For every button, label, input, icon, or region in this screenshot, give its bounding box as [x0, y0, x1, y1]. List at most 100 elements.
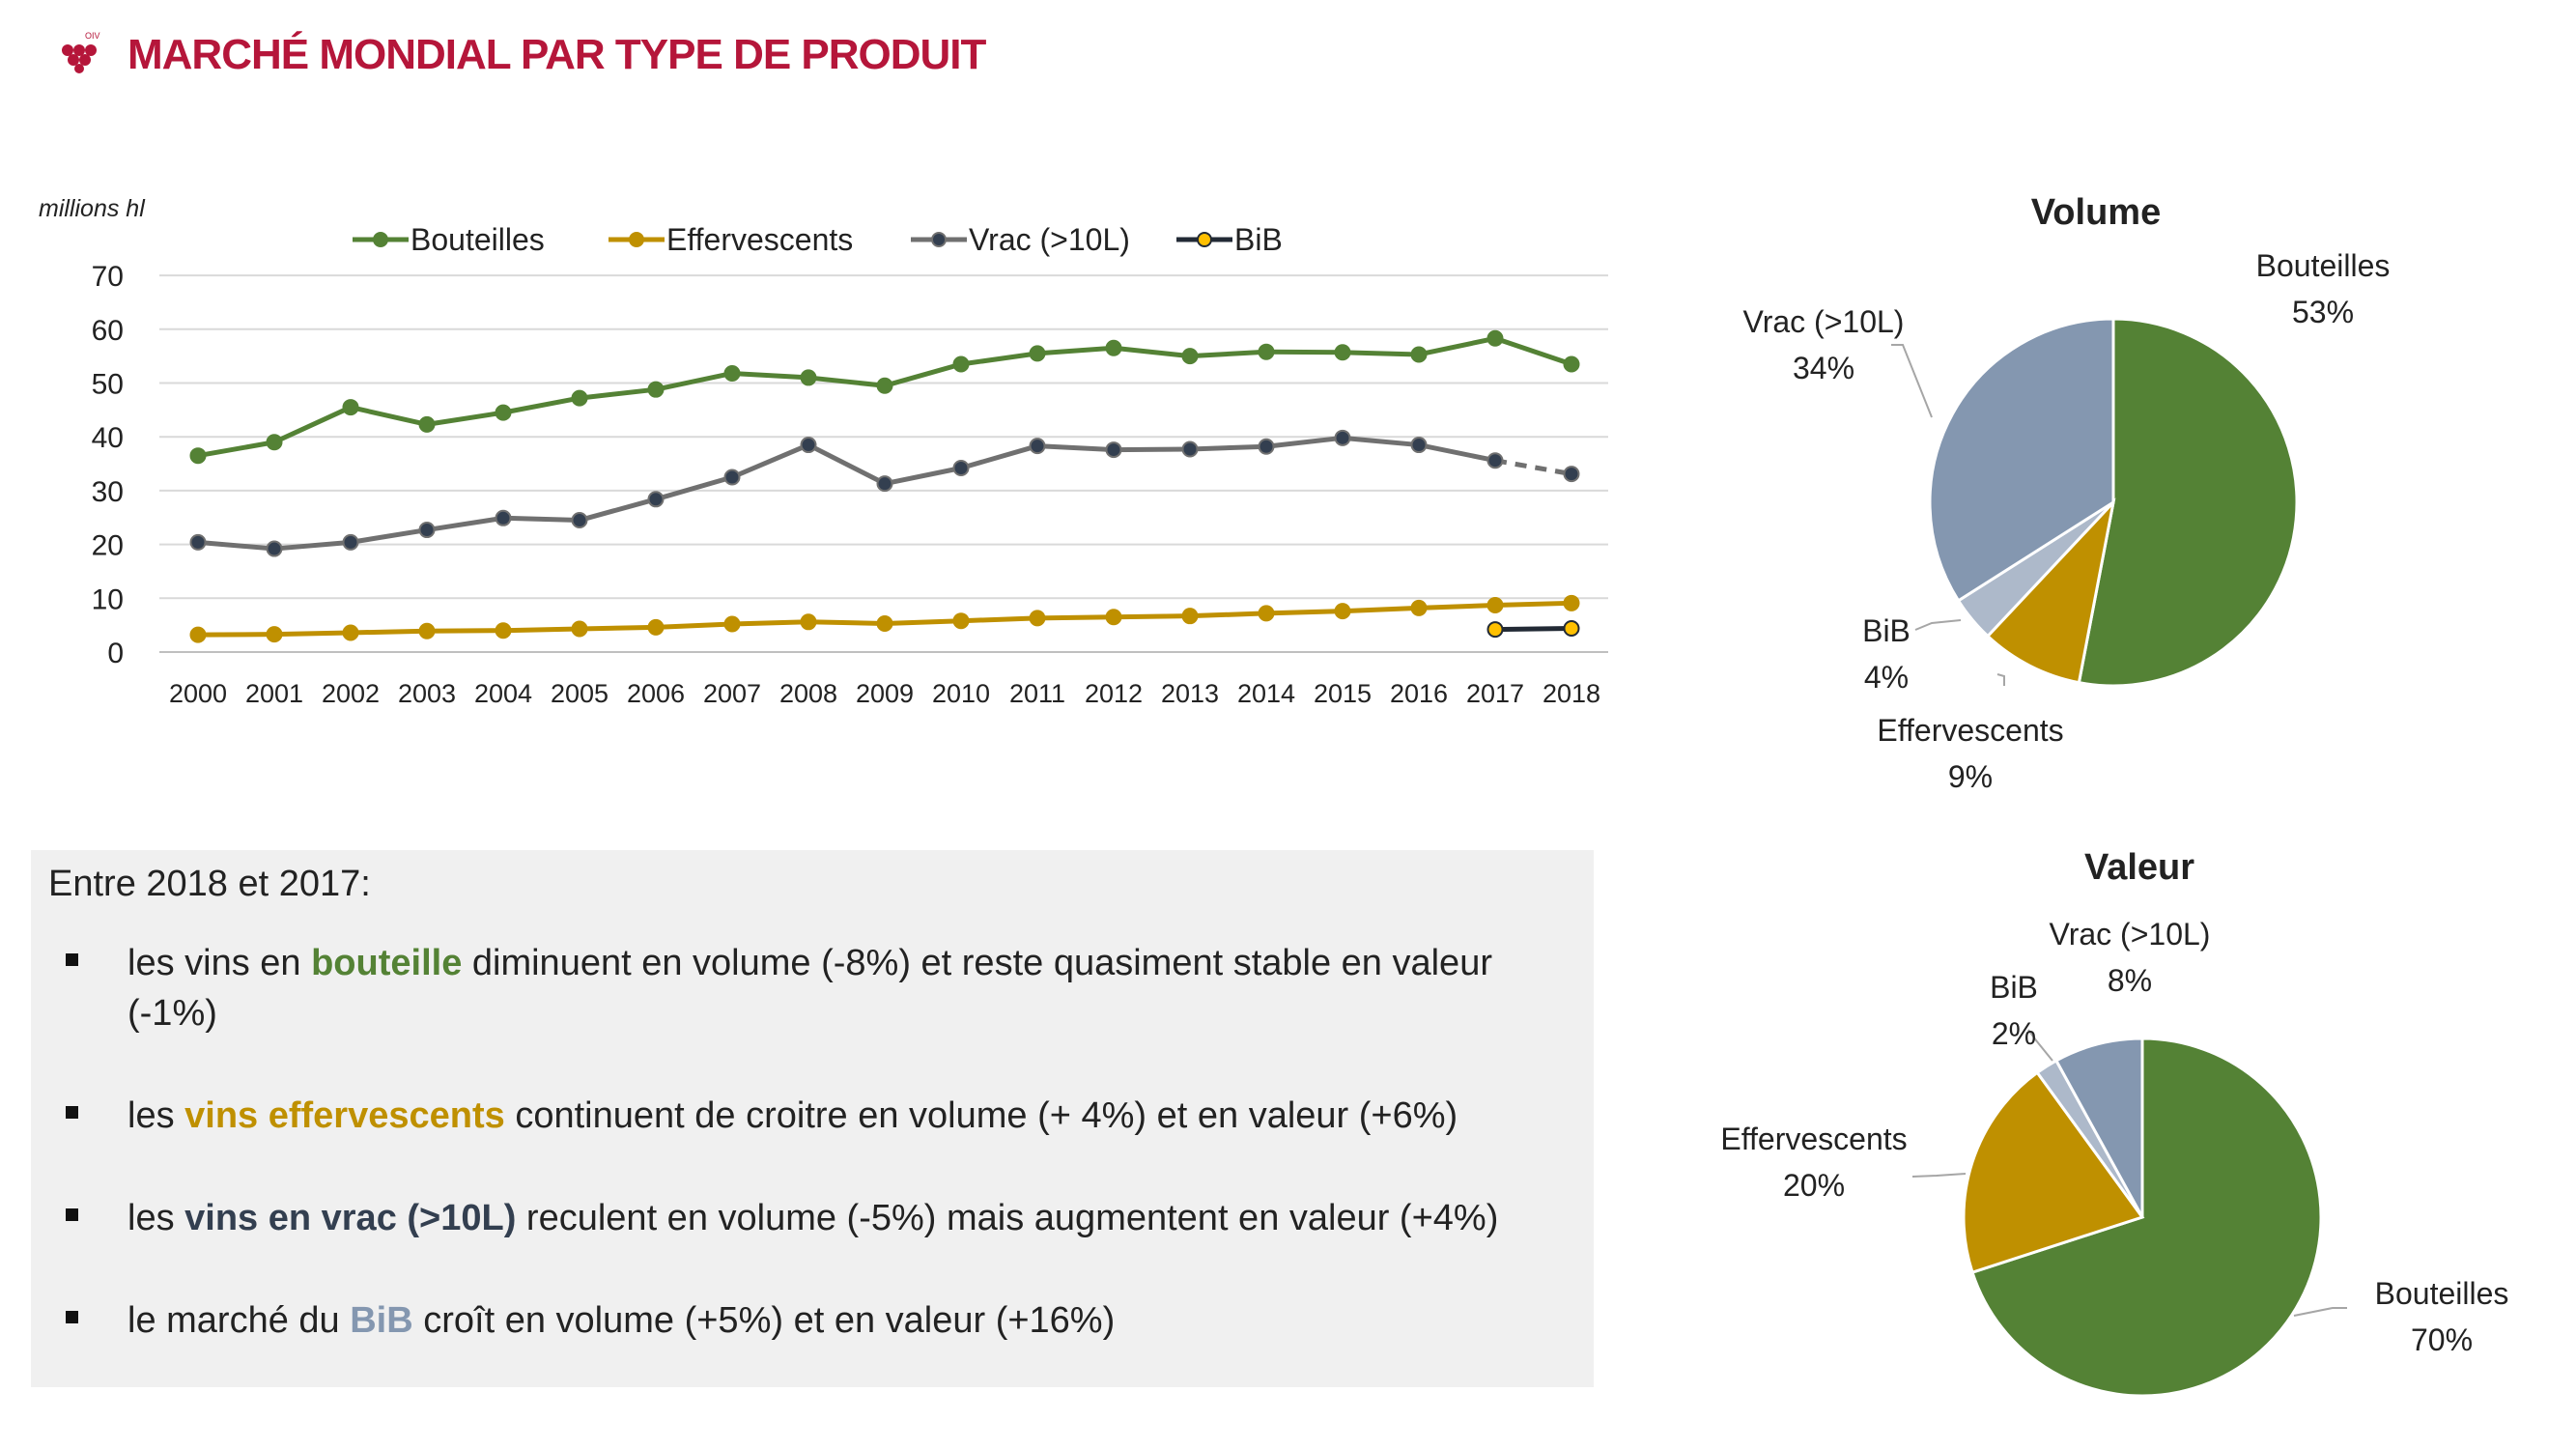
series-bib [1486, 619, 1580, 639]
x-tick-label: 2008 [779, 679, 837, 708]
pie-slice-effervescents [1985, 497, 2116, 685]
x-tick-label: 2004 [474, 679, 532, 708]
series-segment [960, 351, 1038, 367]
legend-marker [931, 232, 947, 247]
pie-percent: 2% [1992, 1016, 2036, 1051]
square-bullet-icon [66, 1208, 78, 1221]
series-vrac-10l [189, 429, 1580, 557]
series-segment [350, 405, 428, 427]
series-segment [273, 630, 352, 638]
series-segment [1113, 345, 1191, 359]
series-segment [502, 515, 580, 524]
series-segment [1265, 609, 1344, 616]
series-segment [350, 527, 428, 545]
x-tick-label: 2001 [245, 679, 303, 708]
data-point [342, 624, 359, 641]
data-point [1258, 438, 1275, 455]
pie-title: Valeur [2084, 847, 2194, 888]
y-tick-label: 50 [92, 369, 124, 401]
page-header: OIV MARCHÉ MONDIAL PAR TYPE DE PRODUIT [0, 0, 2576, 116]
x-tick-label: 2018 [1543, 679, 1600, 708]
series-segment [731, 619, 809, 627]
series-segment [1265, 435, 1344, 449]
data-point [647, 491, 665, 508]
series-segment [731, 370, 809, 381]
data-point [571, 389, 588, 407]
leader-line [2293, 1307, 2347, 1317]
series-segment [1494, 600, 1572, 609]
data-point [1563, 355, 1580, 373]
data-point [1486, 452, 1504, 469]
y-tick-label: 30 [92, 476, 124, 508]
data-point [189, 626, 207, 643]
pie-label: Bouteilles [2375, 1276, 2509, 1311]
series-segment [426, 628, 504, 634]
series-segment [1189, 349, 1267, 359]
y-tick-label: 60 [92, 315, 124, 347]
series-segment [350, 628, 428, 636]
legend-label: Vrac (>10L) [969, 222, 1130, 257]
series-segment [884, 618, 962, 626]
pie-label: Bouteilles [2256, 248, 2391, 283]
series-segment [1342, 435, 1420, 448]
leader-line [1891, 344, 1933, 418]
pie-label: BiB [1990, 970, 2038, 1005]
oiv-logo: OIV [62, 31, 100, 73]
series-segment [1342, 605, 1420, 614]
data-point [800, 437, 817, 454]
x-tick-label: 2012 [1085, 679, 1143, 708]
pie-chart-value: Valeur Bouteilles 70% Effervescents 20% BiB 2%… [1720, 847, 2509, 1398]
pie-percent: 34% [1793, 351, 1854, 385]
data-point [1486, 597, 1504, 614]
series-segment [426, 410, 504, 427]
series-segment [1113, 446, 1191, 453]
pie-slice-vrac-10l [2053, 1037, 2144, 1218]
x-tick-label: 2000 [169, 679, 227, 708]
data-point [1029, 610, 1046, 627]
series-segment [655, 621, 733, 630]
series-segment [731, 442, 809, 480]
data-point [1181, 608, 1199, 625]
series-effervescents [189, 594, 1580, 643]
data-point [1486, 329, 1504, 347]
bullet-text: diminuent en volume (-8%) et reste quasi… [127, 943, 1492, 1034]
series-segment [197, 632, 275, 638]
data-point [952, 355, 970, 373]
data-point [1181, 440, 1199, 458]
data-point [1486, 621, 1504, 639]
x-tick-label: 2011 [1009, 679, 1065, 708]
data-point [189, 447, 207, 465]
y-axis-label: millions hl [39, 195, 146, 222]
series-segment [1494, 335, 1572, 367]
series-segment [1036, 443, 1115, 453]
pie-title: Volume [2031, 192, 2161, 233]
pie-slice-effervescents [1962, 1070, 2145, 1275]
series-segment [884, 466, 962, 487]
bullet-text: les vins en [127, 943, 312, 983]
data-point [1410, 437, 1428, 454]
series-segment [655, 371, 733, 392]
x-tick-label: 2005 [551, 679, 609, 708]
square-bullet-icon [66, 1106, 78, 1119]
pie-slice-vrac-10l [1928, 317, 2115, 603]
data-point [1410, 346, 1428, 363]
y-tick-label: 40 [92, 422, 124, 454]
series-segment [884, 361, 962, 388]
series-segment [502, 395, 580, 415]
data-point [1334, 429, 1351, 446]
pie-percent: 20% [1783, 1168, 1845, 1203]
line-chart: millions hl 0 10 20 30 40 50 60 70 2000 2001 2002 20… [39, 195, 1608, 708]
data-point [1334, 603, 1351, 620]
summary-bullet: les vins en bouteille diminuent en volum… [48, 938, 1576, 1038]
series-segment [579, 624, 657, 632]
data-point [418, 522, 436, 539]
data-point [1181, 348, 1199, 365]
series-segment [1189, 443, 1267, 452]
data-point [876, 475, 893, 493]
x-tick-label: 2015 [1314, 679, 1372, 708]
x-tick-label: 2013 [1161, 679, 1219, 708]
series-segment [502, 626, 580, 634]
series-segment [1036, 345, 1115, 356]
series-segment [1342, 350, 1420, 357]
pie-percent: 53% [2292, 295, 2354, 329]
